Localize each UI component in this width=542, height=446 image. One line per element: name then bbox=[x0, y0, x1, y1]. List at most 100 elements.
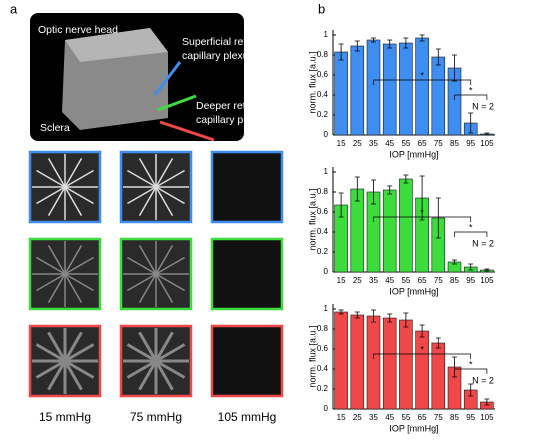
vessel bbox=[138, 273, 157, 303]
angiogram bbox=[210, 150, 284, 224]
vessel bbox=[64, 273, 83, 303]
vessel bbox=[154, 331, 174, 362]
error-bar bbox=[403, 37, 409, 49]
error-bar bbox=[387, 185, 393, 195]
vessel bbox=[138, 360, 158, 391]
structure-label: capillary plexus bbox=[196, 114, 268, 126]
arrow bbox=[153, 61, 182, 96]
vessel bbox=[36, 169, 66, 188]
bar bbox=[334, 51, 348, 136]
significance-bracket bbox=[454, 94, 488, 100]
error-bar bbox=[354, 311, 360, 319]
y-tick-label: 0.4 bbox=[317, 90, 329, 99]
x-tick-label: 95 bbox=[466, 276, 475, 285]
vessel bbox=[36, 273, 66, 292]
significance-star: * bbox=[469, 359, 473, 369]
error-bar bbox=[338, 192, 344, 218]
vessel bbox=[126, 343, 157, 363]
bar bbox=[350, 188, 365, 273]
x-tick-label: 85 bbox=[450, 276, 459, 285]
x-tick-label: 35 bbox=[369, 139, 378, 148]
error-bar bbox=[484, 268, 490, 272]
vessel bbox=[155, 169, 185, 188]
error-bar bbox=[468, 112, 474, 134]
bar bbox=[350, 45, 365, 136]
vessel bbox=[63, 331, 83, 362]
x-tick-label: 105 bbox=[480, 276, 494, 285]
x-tick-label: 65 bbox=[418, 139, 427, 148]
y-tick-label: 1 bbox=[324, 30, 329, 39]
error-bar bbox=[371, 309, 376, 323]
panel-label: a bbox=[10, 1, 18, 16]
x-tick-label: 25 bbox=[353, 139, 362, 148]
bar bbox=[399, 42, 413, 136]
structure-label: Sclera bbox=[40, 122, 70, 134]
y-axis-label: norm. flux [a.u.] bbox=[307, 188, 317, 250]
significance-star: * bbox=[469, 85, 473, 95]
significance-star: * bbox=[420, 344, 424, 354]
x-tick-label: 35 bbox=[369, 413, 378, 422]
bar bbox=[334, 311, 348, 410]
panel-label: b bbox=[318, 1, 325, 16]
x-tick-label: 65 bbox=[418, 413, 427, 422]
y-tick-label: 0.6 bbox=[317, 207, 329, 216]
x-tick-label: 15 bbox=[337, 276, 346, 285]
vessel bbox=[64, 256, 94, 275]
x-tick-label: 45 bbox=[385, 276, 394, 285]
significance-star: * bbox=[420, 70, 424, 80]
y-tick-label: 0.2 bbox=[317, 384, 329, 393]
annotation: N = 2 bbox=[472, 101, 494, 111]
vessel bbox=[64, 273, 94, 292]
oct-volume-top bbox=[65, 28, 168, 62]
bar bbox=[350, 314, 365, 410]
vessel bbox=[47, 186, 66, 216]
error-bar bbox=[435, 337, 441, 349]
x-axis-label: IOP [mmHg] bbox=[389, 423, 438, 433]
vessel bbox=[127, 169, 157, 188]
bar bbox=[415, 37, 429, 136]
x-tick-label: 65 bbox=[418, 276, 427, 285]
vessel bbox=[47, 158, 66, 188]
error-bar bbox=[468, 263, 474, 271]
y-tick-label: 0 bbox=[324, 404, 329, 413]
y-tick-label: 0.6 bbox=[317, 70, 329, 79]
y-tick-label: 0.8 bbox=[317, 187, 329, 196]
bar bbox=[382, 189, 397, 273]
x-tick-label: 55 bbox=[401, 413, 410, 422]
vessel bbox=[36, 256, 66, 275]
x-tick-label: 55 bbox=[401, 276, 410, 285]
vessel bbox=[127, 186, 157, 205]
x-axis-label: IOP [mmHg] bbox=[389, 149, 438, 159]
vessel bbox=[64, 169, 94, 188]
arrow bbox=[157, 94, 197, 112]
x-tick-label: 85 bbox=[450, 139, 459, 148]
arrow bbox=[159, 120, 215, 142]
vessel bbox=[138, 158, 157, 188]
vessel bbox=[155, 273, 185, 292]
x-tick-label: 75 bbox=[434, 413, 443, 422]
error-bar bbox=[452, 259, 457, 265]
vessel bbox=[155, 273, 174, 303]
annotation: N = 2 bbox=[472, 238, 494, 248]
structure-label: Deeper retinal bbox=[196, 100, 262, 112]
vessel bbox=[35, 343, 66, 363]
bar bbox=[415, 330, 429, 410]
vessel bbox=[47, 245, 66, 275]
vessel bbox=[64, 158, 83, 188]
significance-bracket bbox=[373, 353, 472, 359]
error-bar bbox=[403, 312, 409, 328]
error-bar bbox=[419, 324, 425, 338]
error-bar bbox=[371, 37, 376, 43]
vessel bbox=[155, 245, 174, 275]
vessel bbox=[138, 331, 158, 362]
x-tick-label: 15 bbox=[337, 413, 346, 422]
bar bbox=[431, 56, 446, 136]
y-tick-label: 1 bbox=[324, 167, 329, 176]
vessel bbox=[155, 359, 186, 379]
error-bar bbox=[435, 48, 441, 66]
y-axis-label: norm. flux [a.u.] bbox=[307, 325, 317, 387]
vessel bbox=[155, 158, 174, 188]
x-tick-label: 95 bbox=[466, 413, 475, 422]
vessel bbox=[155, 186, 174, 216]
